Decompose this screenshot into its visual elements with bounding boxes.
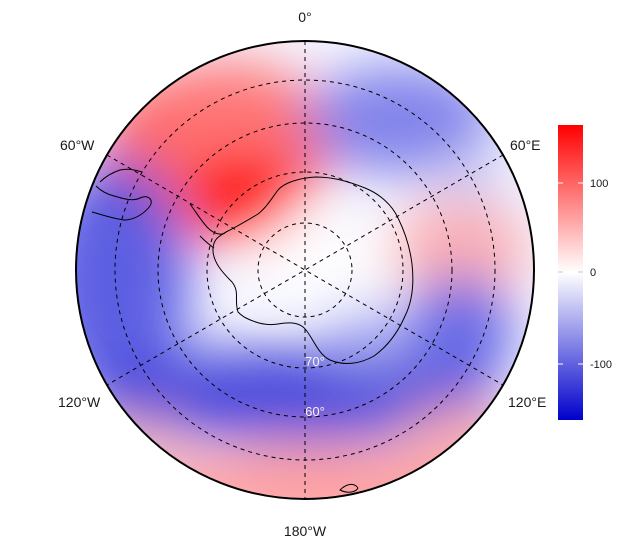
lat-label-60: 60° — [305, 404, 325, 419]
coastlines — [91, 168, 414, 493]
lon-label-120e: 120°E — [508, 394, 546, 410]
lat-label-70: 70° — [305, 354, 325, 369]
australia-nz-coastline — [339, 483, 359, 493]
graticule — [106, 41, 504, 499]
lon-label-180: 180°W — [284, 523, 327, 539]
lat-circle-60 — [157, 122, 453, 418]
south-america-coastline — [91, 168, 152, 221]
antarctica-coastline — [212, 176, 414, 364]
lon-label-60e: 60°E — [510, 137, 541, 153]
lon-label-0: 0° — [298, 9, 311, 25]
map-border — [75, 40, 535, 500]
lon-label-60w: 60°W — [60, 137, 95, 153]
colorbar-label-0: 0 — [590, 267, 596, 279]
lat-circle-70 — [206, 171, 404, 369]
colorbar-label-neg100: -100 — [590, 359, 612, 371]
anomaly-field — [76, 41, 534, 499]
colorbar: 100 0 -100 — [558, 125, 612, 420]
lon-label-120w: 120°W — [58, 394, 101, 410]
colorbar-label-100: 100 — [590, 178, 608, 190]
antarctic-peninsula — [189, 203, 227, 249]
